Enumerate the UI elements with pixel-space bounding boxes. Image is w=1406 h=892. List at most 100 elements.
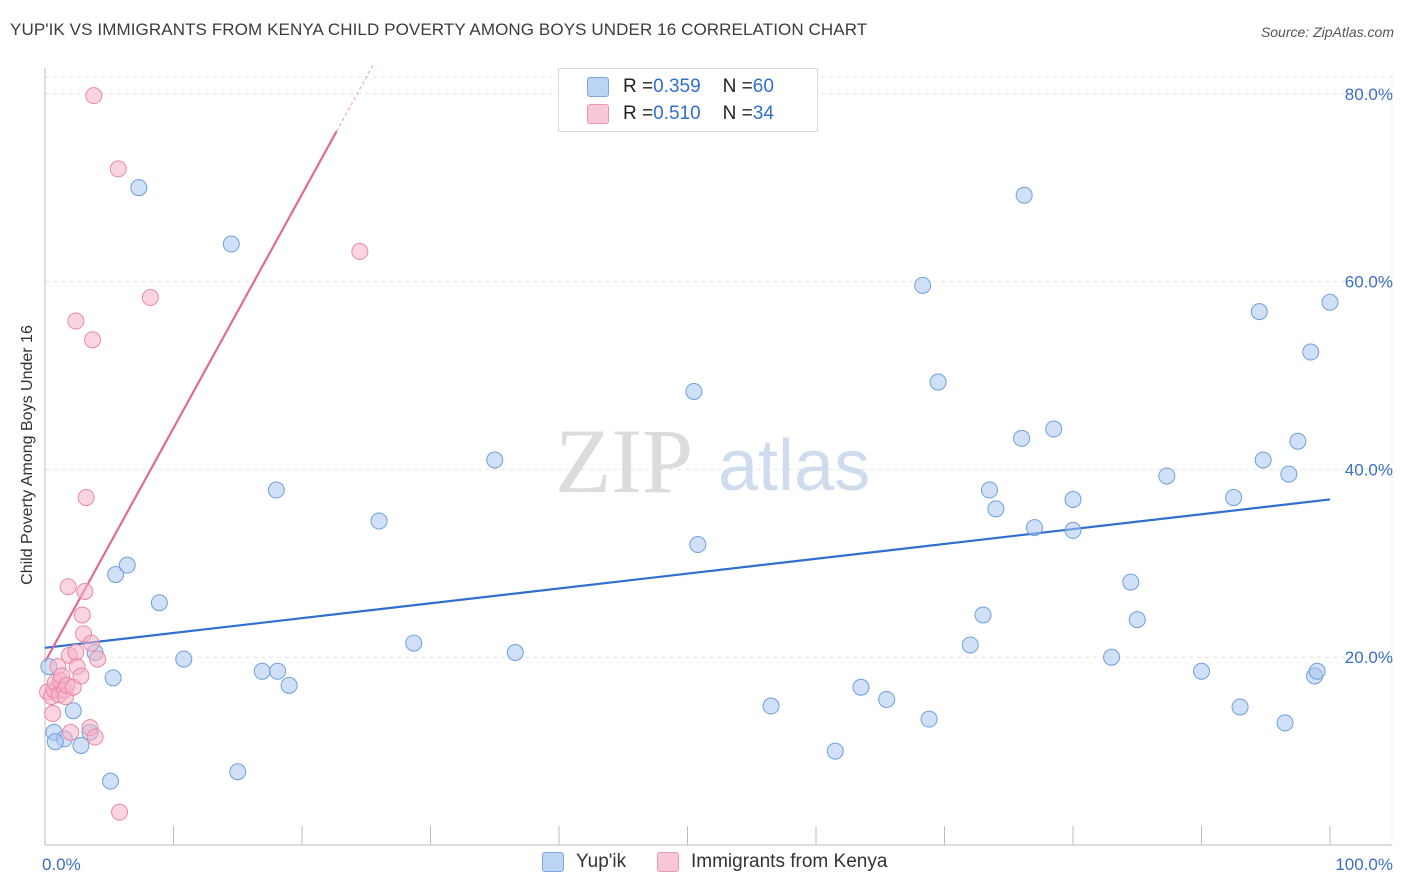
point-yupik <box>64 702 82 720</box>
legend-n-value: 34 <box>752 103 774 124</box>
legend-swatch-yupik <box>587 77 609 97</box>
point-yupik <box>1025 519 1043 537</box>
point-yupik <box>980 481 998 499</box>
point-kenya <box>89 650 107 668</box>
legend-row-yupik: R = 0.359 N = 60 <box>587 75 774 99</box>
legend-label-yupik: Yup'ik <box>576 851 627 872</box>
point-yupik <box>1064 490 1082 508</box>
trend-line-kenya-extension <box>336 65 374 132</box>
point-yupik <box>974 606 992 624</box>
point-yupik <box>130 179 148 197</box>
trend-line-kenya <box>44 130 338 663</box>
legend-swatch-kenya <box>587 104 609 124</box>
point-kenya <box>111 803 129 821</box>
trend-line-yupik <box>44 498 1331 649</box>
point-yupik <box>486 451 504 469</box>
point-kenya <box>109 160 127 178</box>
point-yupik <box>150 594 168 612</box>
y-axis-label: Child Poverty Among Boys Under 16 <box>19 325 36 585</box>
point-yupik <box>1231 698 1249 716</box>
point-yupik <box>46 733 64 751</box>
point-yupik <box>1122 573 1140 591</box>
point-kenya <box>141 289 159 307</box>
legend-r-label: R = <box>623 103 654 124</box>
point-yupik <box>1289 432 1307 450</box>
point-yupik <box>1308 662 1326 680</box>
point-yupik <box>104 669 122 687</box>
legend-r-value: 0.359 <box>653 76 701 97</box>
watermark-zip: ZIP <box>555 410 693 512</box>
point-yupik <box>929 373 947 391</box>
point-kenya <box>82 634 100 652</box>
legend-swatch-yupik <box>542 852 564 872</box>
point-yupik <box>689 536 707 554</box>
point-yupik <box>370 512 388 530</box>
point-yupik <box>1064 521 1082 539</box>
point-kenya <box>76 582 94 600</box>
legend-item-yupik: Yup'ik <box>542 851 626 873</box>
legend-r-value: 0.510 <box>653 103 701 124</box>
legend-r-label: R = <box>623 76 654 97</box>
point-yupik <box>1254 451 1272 469</box>
point-yupik <box>852 678 870 696</box>
point-yupik <box>107 566 125 584</box>
point-kenya <box>86 728 104 746</box>
point-yupik <box>72 736 90 754</box>
y-tick-label: 20.0% <box>1345 648 1393 667</box>
x-tick-label: 100.0% <box>1335 855 1393 874</box>
legend-swatch-kenya <box>657 852 679 872</box>
point-yupik <box>102 772 120 790</box>
y-tick-label: 40.0% <box>1345 460 1393 479</box>
point-yupik <box>269 662 287 680</box>
point-yupik <box>280 676 298 694</box>
point-yupik <box>1225 489 1243 507</box>
point-yupik <box>1321 293 1339 311</box>
point-kenya <box>84 331 102 349</box>
legend-item-kenya: Immigrants from Kenya <box>657 851 887 873</box>
y-tick-label: 80.0% <box>1345 85 1393 104</box>
point-yupik <box>267 481 285 499</box>
point-yupik <box>1276 714 1294 732</box>
point-yupik <box>762 697 780 715</box>
point-yupik <box>1103 648 1121 666</box>
point-yupik <box>1015 186 1033 204</box>
point-yupik <box>878 690 896 708</box>
point-yupik <box>987 500 1005 518</box>
point-yupik <box>961 636 979 654</box>
point-kenya <box>73 606 91 624</box>
chart-title: YUP'IK VS IMMIGRANTS FROM KENYA CHILD PO… <box>10 20 868 39</box>
trend-lines <box>44 65 1331 663</box>
x-tick-label: 0.0% <box>42 855 81 874</box>
watermark-atlas: atlas <box>718 426 870 506</box>
legend-n-value: 60 <box>752 76 774 97</box>
tick-labels: 20.0% 40.0% 60.0% 80.0% 0.0% 100.0% <box>42 85 1393 874</box>
source-label: Source: ZipAtlas.com <box>1260 24 1394 40</box>
point-yupik <box>1302 343 1320 361</box>
point-kenya <box>67 644 85 661</box>
point-yupik <box>253 662 271 680</box>
point-yupik <box>826 742 844 760</box>
point-yupik <box>920 710 938 728</box>
point-yupik <box>405 634 423 652</box>
point-yupik <box>506 644 524 661</box>
legend-n-label: N = <box>722 76 753 97</box>
point-yupik <box>1128 611 1146 629</box>
point-kenya <box>77 489 95 507</box>
legend-stats: R = 0.359 N = 60 R = 0.510 N = 34 <box>558 68 818 132</box>
point-yupik <box>1013 429 1031 447</box>
point-kenya <box>351 243 369 261</box>
point-yupik <box>1193 662 1210 680</box>
legend-label-kenya: Immigrants from Kenya <box>691 851 888 872</box>
point-yupik <box>118 556 136 574</box>
point-yupik <box>222 235 240 253</box>
legend-row-kenya: R = 0.510 N = 34 <box>587 102 774 126</box>
point-yupik <box>1045 420 1063 438</box>
point-yupik <box>229 763 247 781</box>
point-yupik <box>1158 467 1176 485</box>
point-yupik <box>1280 465 1298 483</box>
point-yupik <box>1250 303 1268 321</box>
point-kenya <box>85 87 103 105</box>
data-points <box>39 87 1339 821</box>
legend-n-label: N = <box>722 103 753 124</box>
point-kenya <box>59 578 77 596</box>
